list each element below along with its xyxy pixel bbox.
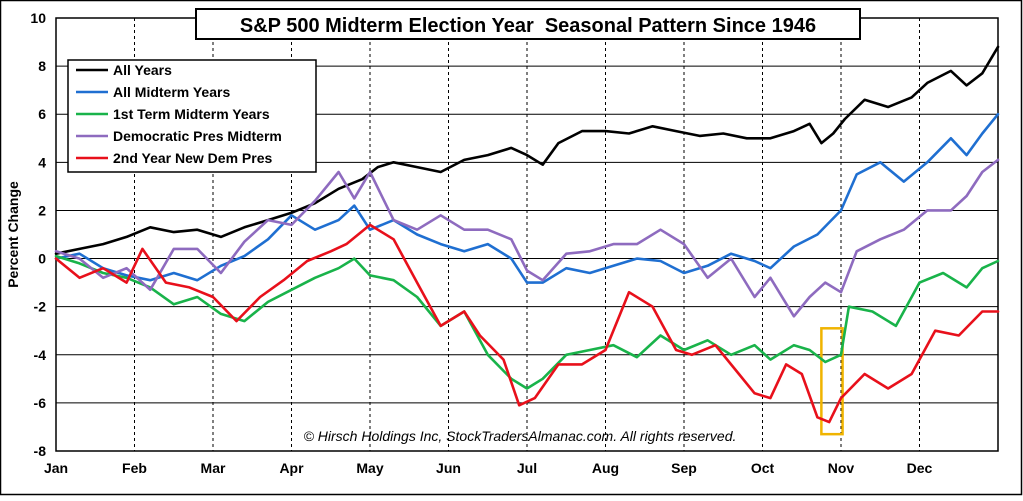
copyright-note: © Hirsch Holdings Inc, StockTradersAlman… — [304, 428, 737, 444]
legend-frame — [67, 59, 317, 173]
y-tick-label: -6 — [34, 395, 47, 411]
legend-label: All Midterm Years — [113, 84, 230, 100]
series-line-2nd-year-new-dem-pres — [54, 223, 1000, 424]
series-line-democratic-pres-midterm — [54, 158, 1000, 318]
x-tick-label: Jun — [436, 460, 461, 476]
legend-label: 1st Term Midterm Years — [113, 106, 270, 122]
x-tick-label: Mar — [201, 460, 226, 476]
y-tick-label: -4 — [34, 347, 47, 363]
x-tick-label: Aug — [592, 460, 619, 476]
highlight-box — [820, 327, 844, 436]
x-tick-label: Dec — [907, 460, 933, 476]
y-tick-label: -8 — [34, 443, 47, 459]
series-line-all-midterm-years — [54, 112, 1000, 284]
y-tick-label: 8 — [38, 58, 46, 74]
legend: All Years All Midterm Years 1st Term Midte… — [67, 59, 317, 173]
x-tick-label: Jul — [517, 460, 537, 476]
x-tick-label: Nov — [828, 460, 855, 476]
y-tick-label: 0 — [38, 251, 46, 267]
highlight-layer — [820, 327, 844, 436]
x-tick-label: Feb — [122, 460, 147, 476]
y-tick-label: -2 — [34, 299, 47, 315]
y-tick-label: 4 — [38, 154, 46, 170]
series-line-1st-term-midterm-years — [54, 254, 1000, 390]
x-tick-label: Apr — [279, 460, 304, 476]
y-axis-label: Percent Change — [5, 181, 21, 288]
legend-label: Democratic Pres Midterm — [113, 128, 282, 144]
x-ticks: Jan Feb Mar Apr May Jun Jul Aug Sep Oct Nov Dec — [44, 460, 933, 476]
x-tick-label: Oct — [751, 460, 775, 476]
x-tick-label: Jan — [44, 460, 68, 476]
y-tick-label: 10 — [30, 10, 46, 26]
x-tick-label: Sep — [671, 460, 697, 476]
series-layer — [54, 45, 1000, 424]
y-ticks: -8 -6 -4 -2 0 2 4 6 8 10 — [30, 10, 46, 459]
series-line-all-years — [54, 45, 1000, 255]
title-frame — [195, 8, 861, 40]
chart-title-box: S&P 500 Midterm Election Year Seasonal P… — [195, 8, 861, 40]
chart-title: S&P 500 Midterm Election Year Seasonal P… — [240, 15, 816, 37]
y-tick-label: 2 — [38, 202, 46, 218]
legend-label: 2nd Year New Dem Pres — [113, 150, 272, 166]
y-tick-label: 6 — [38, 106, 46, 122]
x-tick-label: May — [356, 460, 383, 476]
legend-label: All Years — [113, 62, 172, 78]
